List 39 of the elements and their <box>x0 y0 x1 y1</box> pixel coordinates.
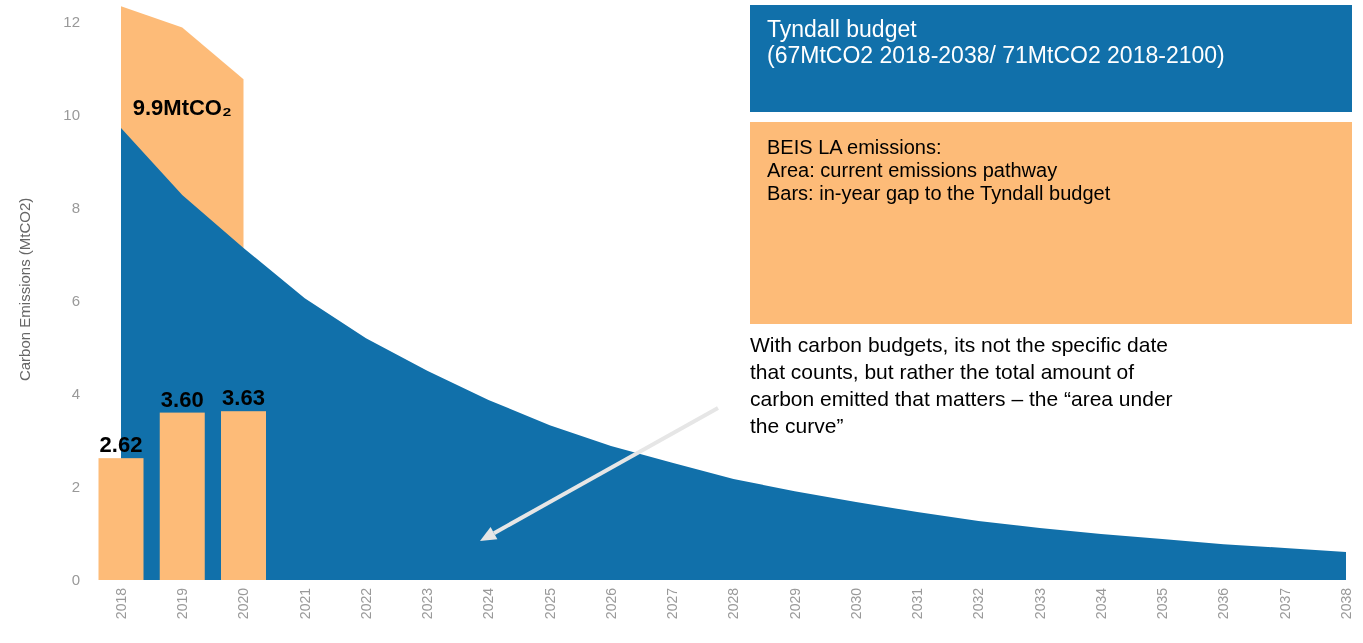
x-tick-label: 2028 <box>725 587 742 620</box>
x-tick-label: 2037 <box>1276 587 1293 620</box>
x-tick-label: 2026 <box>602 587 619 620</box>
data-label: 3.63 <box>222 385 265 411</box>
x-tick-label: 2033 <box>1031 587 1048 620</box>
annotation: 9.9MtCO₂ <box>132 95 232 120</box>
y-tick-label: 2 <box>71 478 80 496</box>
y-tick-label: 12 <box>63 13 80 31</box>
x-tick-label: 2023 <box>419 587 436 620</box>
y-tick-label: 10 <box>63 106 80 124</box>
y-tick-label: 6 <box>71 292 80 310</box>
bar <box>98 458 144 580</box>
y-tick-label: 0 <box>71 571 80 589</box>
data-label: 2.62 <box>99 432 143 458</box>
annotation: BEIS LA emissions: Area: current emissions pathway Bars: in-year gap to the Tyndall budget <box>767 136 1111 204</box>
x-tick-label: 2031 <box>909 587 926 620</box>
x-tick-label: 2032 <box>970 587 987 620</box>
y-tick-label: 8 <box>71 199 80 217</box>
x-tick-label: 2020 <box>235 587 252 620</box>
bar <box>159 412 205 580</box>
bar <box>221 411 266 580</box>
x-tick-label: 2034 <box>1092 587 1109 620</box>
x-tick-label: 2035 <box>1154 587 1171 620</box>
x-tick-label: 2027 <box>664 587 681 620</box>
y-tick-label: 4 <box>71 385 80 403</box>
data-label: 3.60 <box>160 386 204 412</box>
x-tick-label: 2019 <box>174 587 191 620</box>
annotation: Tyndall budget (67MtCO2 2018-2038/ 71MtCO2 2018-2100) <box>767 16 1225 69</box>
x-tick-label: 2038 <box>1337 587 1354 620</box>
annotation: With carbon budgets, its not the specific date that counts, but rather the total amount of carbon emitted that matters – the “area under the curve” <box>750 333 1173 437</box>
x-tick-label: 2022 <box>357 587 374 620</box>
y-axis-title: Carbon Emissions (MtCO2) <box>16 197 33 382</box>
x-tick-label: 2029 <box>786 587 803 620</box>
x-tick-label: 2030 <box>847 587 864 620</box>
x-tick-label: 2021 <box>296 587 313 620</box>
x-tick-label: 2036 <box>1215 587 1232 620</box>
x-tick-label: 2025 <box>541 587 558 620</box>
x-tick-label: 2024 <box>480 587 497 620</box>
x-tick-label: 2018 <box>112 587 129 620</box>
